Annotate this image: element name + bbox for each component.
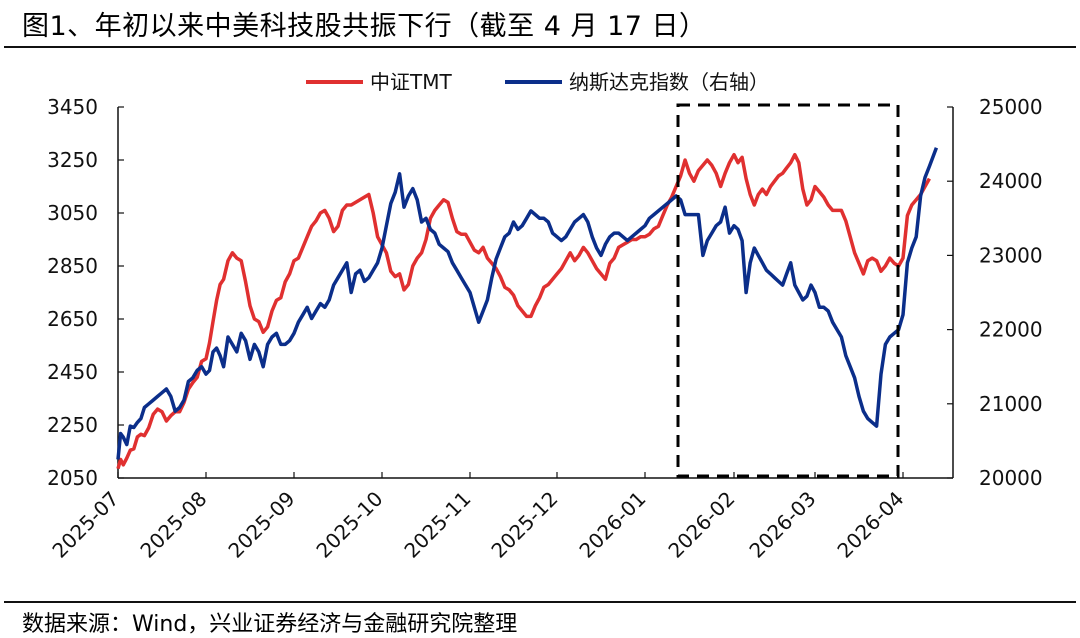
line-chart: 中证TMT 纳斯达克指数（右轴） 2050 2250 2450 2650 2850 305…: [47, 70, 1043, 563]
source-note: 数据来源：Wind，兴业证券经济与金融研究院整理: [22, 612, 518, 637]
y-left-tick-label: 2050: [47, 466, 98, 490]
series-line-tmt: [116, 152, 931, 470]
legend-label-tmt: 中证TMT: [370, 70, 452, 94]
y-right-tick-label: 20000: [979, 466, 1043, 490]
legend: 中证TMT 纳斯达克指数（右轴）: [306, 70, 769, 94]
axes: 2050 2250 2450 2650 2850 3050 3250 3450 20000 210…: [47, 95, 1043, 563]
x-tick-label: 2026-01: [574, 487, 650, 563]
y-right-tick-label: 25000: [979, 95, 1043, 119]
x-tick-label: 2025-10: [311, 487, 387, 563]
y-left-tick-label: 3050: [47, 201, 98, 225]
y-left-tick-label: 3450: [47, 95, 98, 119]
y-right-tick-label: 21000: [979, 392, 1043, 416]
x-tick-label: 2026-04: [832, 487, 908, 563]
x-tick-label: 2026-02: [663, 487, 739, 563]
series-lines: [116, 147, 939, 470]
y-left-tick-label: 2850: [47, 254, 98, 278]
y-right-tick-label: 24000: [979, 169, 1043, 193]
title-divider: [4, 46, 1076, 48]
y-left-tick-label: 3250: [47, 148, 98, 172]
y-right-tick-label: 22000: [979, 318, 1043, 342]
x-tick-label: 2025-07: [47, 487, 123, 563]
x-tick-label: 2025-08: [135, 487, 211, 563]
series-line-nasdaq: [116, 147, 939, 460]
y-left-tick-label: 2250: [47, 413, 98, 437]
x-tick-label: 2025-11: [399, 487, 475, 563]
x-tick-label: 2026-03: [744, 487, 820, 563]
footer-divider: [4, 601, 1076, 603]
y-left-tick-label: 2450: [47, 360, 98, 384]
y-left-tick-label: 2650: [47, 307, 98, 331]
highlight-box: [676, 103, 900, 478]
y-right-tick-label: 23000: [979, 243, 1043, 267]
x-tick-label: 2025-09: [223, 487, 299, 563]
chart-title: 图1、年初以来中美科技股共振下行（截至 4 月 17 日）: [22, 11, 707, 42]
x-tick-label: 2025-12: [486, 487, 562, 563]
legend-label-nasdaq: 纳斯达克指数（右轴）: [569, 70, 769, 94]
